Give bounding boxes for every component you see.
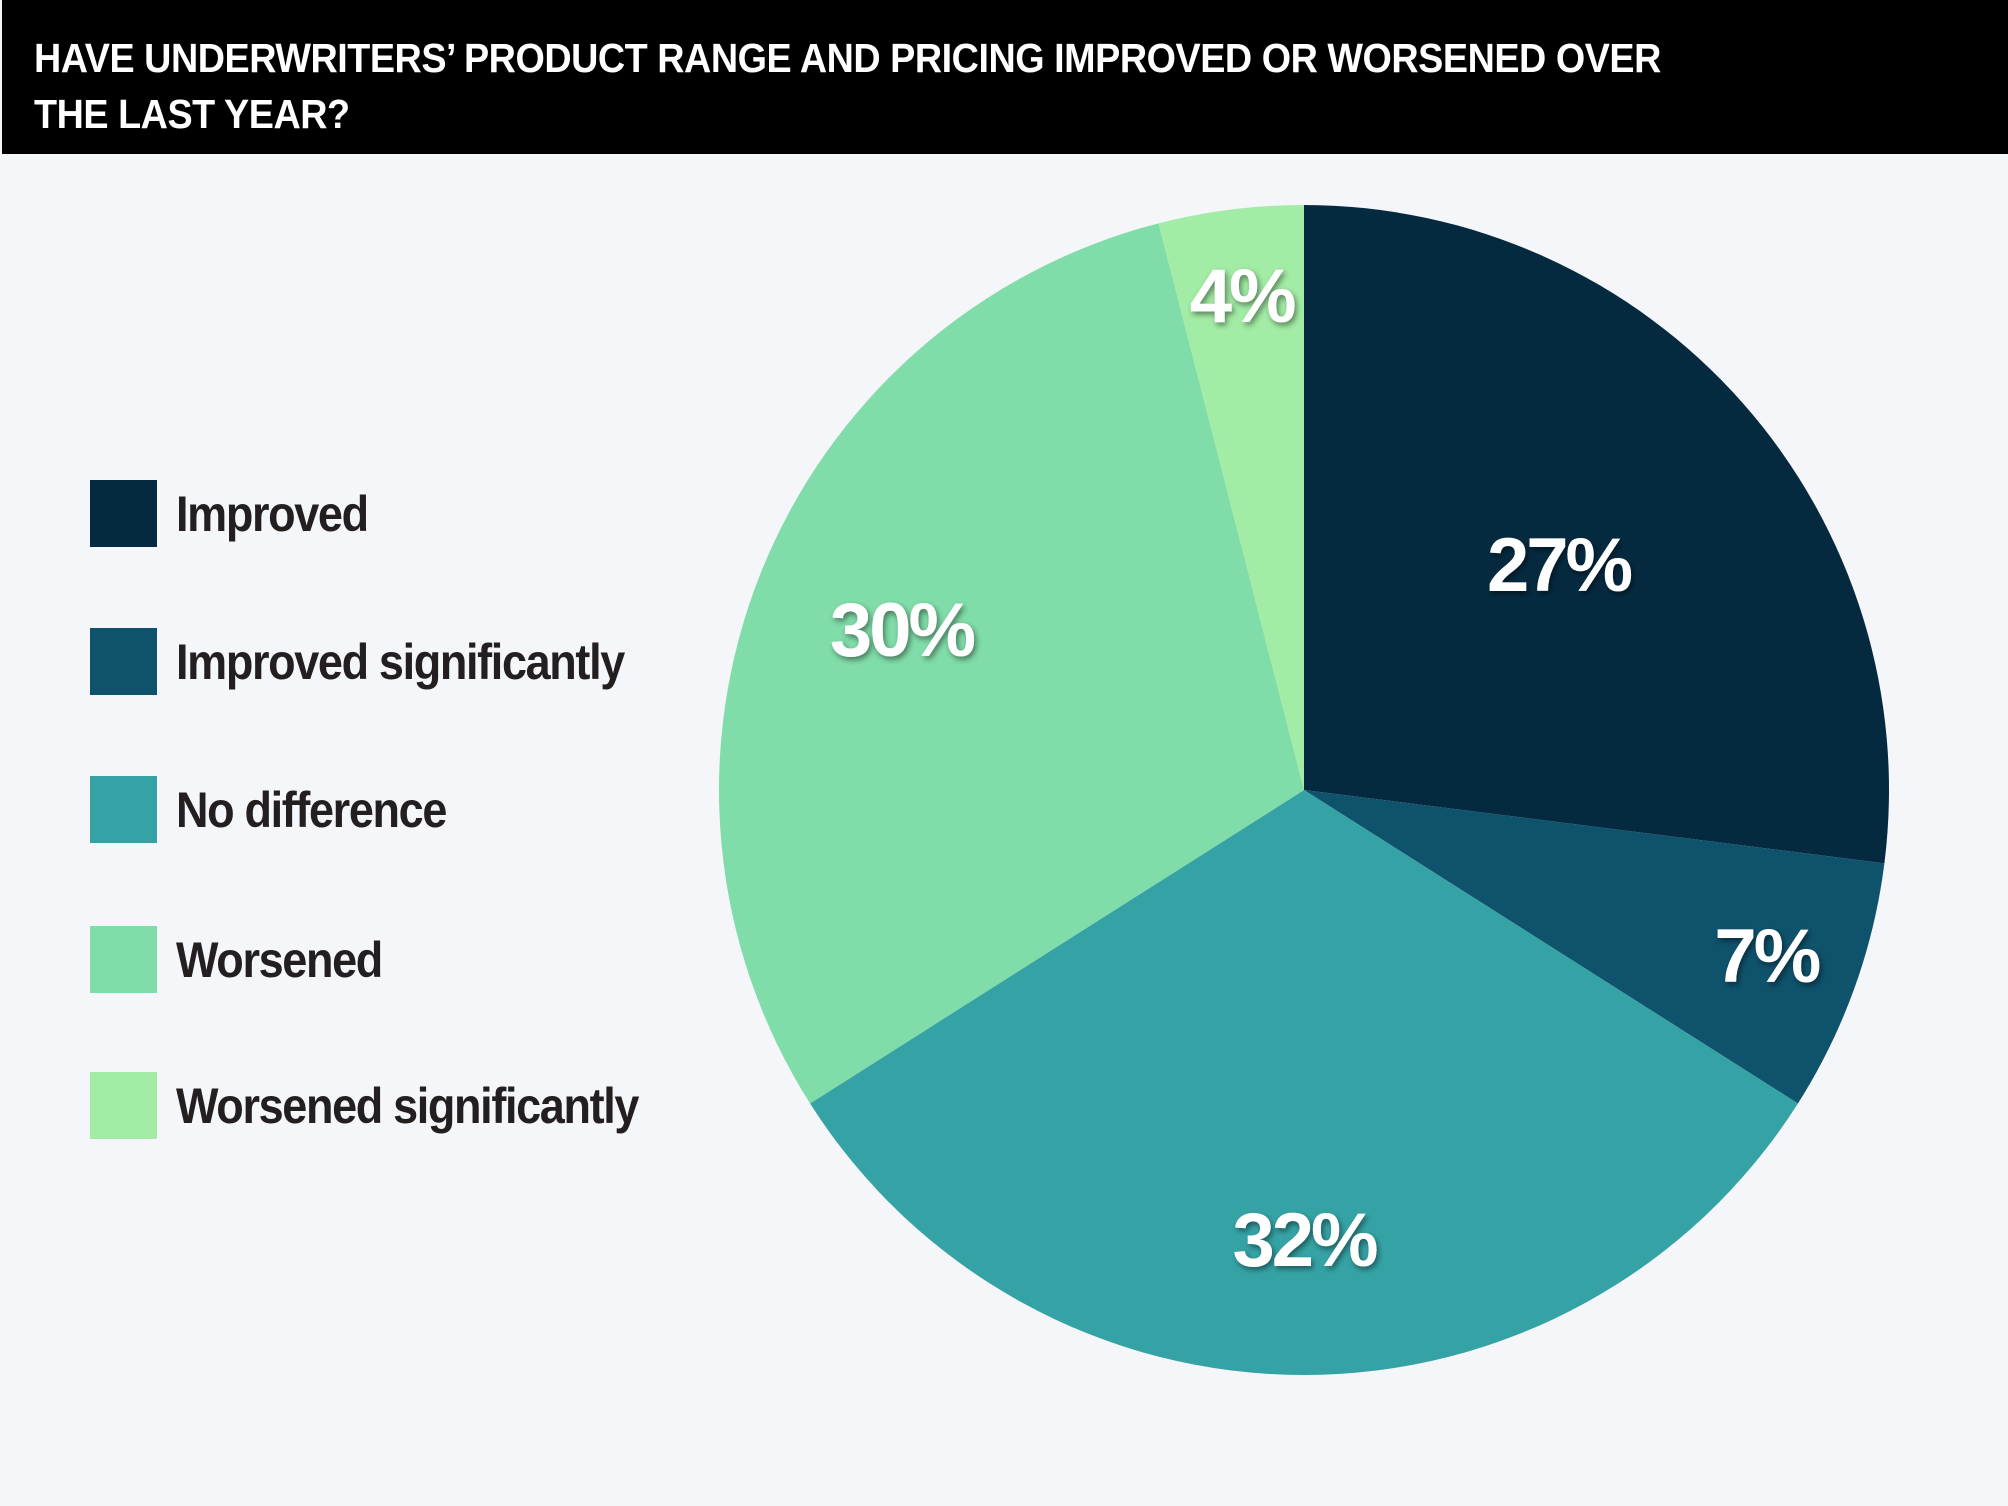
legend-label-worsened-significantly: Worsened significantly <box>176 1078 639 1134</box>
chart-title-bar: HAVE UNDERWRITERS’ PRODUCT RANGE AND PRI… <box>2 0 2008 154</box>
legend-swatch-worsened <box>90 926 157 993</box>
legend-item-no-difference: No difference <box>90 776 710 844</box>
pie-label-improved: 27% <box>1487 523 1632 608</box>
legend-swatch-worsened-significantly <box>90 1072 157 1139</box>
legend-item-worsened: Worsened <box>90 926 710 994</box>
pie-slice-improved-significantly <box>1304 790 1885 1104</box>
pie-label-no-difference: 32% <box>1232 1198 1377 1283</box>
chart-title: HAVE UNDERWRITERS’ PRODUCT RANGE AND PRI… <box>34 35 1661 137</box>
pie-label-worsened: 30% <box>830 588 975 673</box>
legend-item-improved: Improved <box>90 480 710 548</box>
legend-swatch-improved <box>90 480 157 547</box>
legend-item-improved-significantly: Improved significantly <box>90 628 710 696</box>
pie-slice-labels: 27% 7% 32% 30% 4% <box>830 254 1823 1283</box>
legend-item-worsened-significantly: Worsened significantly <box>90 1072 710 1140</box>
legend-label-no-difference: No difference <box>176 782 447 838</box>
pie-slice-improved <box>1304 205 1889 864</box>
pie-slices <box>719 205 1889 1375</box>
pie-slice-no-difference <box>810 790 1798 1375</box>
legend-label-worsened: Worsened <box>176 932 383 988</box>
pie-label-worsened-significantly: 4% <box>1190 254 1295 339</box>
legend-label-improved-significantly: Improved significantly <box>176 634 625 690</box>
pie-slice-worsened <box>719 223 1304 1104</box>
legend-label-improved: Improved <box>176 486 369 542</box>
pie-slice-worsened-significantly <box>1158 205 1304 790</box>
legend-swatch-no-difference <box>90 776 157 843</box>
pie-label-improved-significantly: 7% <box>1714 914 1819 999</box>
legend-swatch-improved-significantly <box>90 628 157 695</box>
